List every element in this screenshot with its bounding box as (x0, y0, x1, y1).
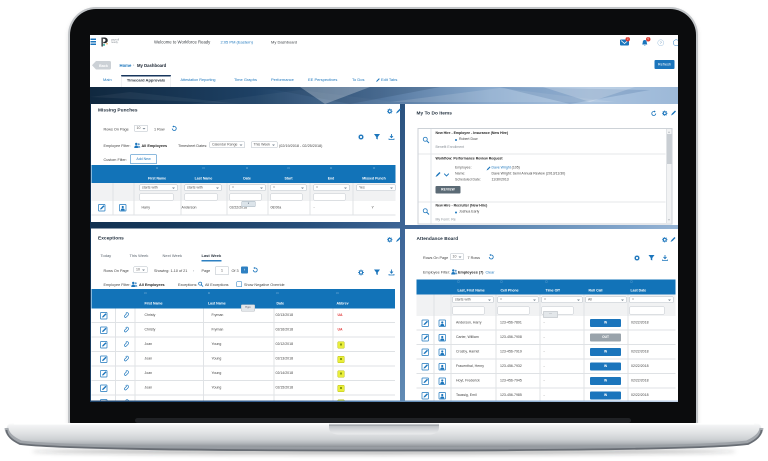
svg-text:Back: Back (99, 64, 109, 68)
